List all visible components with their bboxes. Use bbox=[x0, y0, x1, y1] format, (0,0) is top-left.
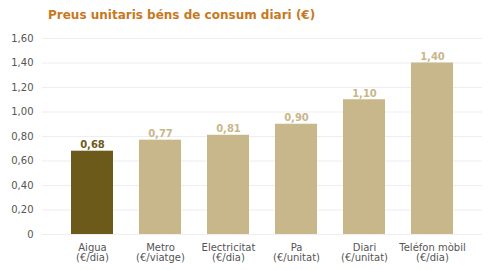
html-text:Preus unitaris béns de consum: Preus unitaris béns de consum diari (€) bbox=[48, 8, 316, 22]
svg-text:0,20: 0,20 bbox=[11, 204, 33, 215]
svg-text:0: 0 bbox=[27, 229, 33, 240]
svg-text:Metro(€/viatge): Metro(€/viatge) bbox=[136, 242, 185, 263]
svg-text:Diari(€/unitat): Diari(€/unitat) bbox=[341, 242, 388, 263]
svg-text:Aigua(€/dia): Aigua(€/dia) bbox=[76, 242, 109, 263]
svg-text:0,77: 0,77 bbox=[148, 128, 173, 139]
svg-text:0,90: 0,90 bbox=[284, 112, 309, 123]
svg-text:0,68: 0,68 bbox=[80, 139, 105, 150]
svg-text:Pa(€/unitat): Pa(€/unitat) bbox=[273, 242, 320, 263]
svg-text:1,00: 1,00 bbox=[11, 106, 33, 117]
svg-text:0,60: 0,60 bbox=[11, 155, 33, 166]
svg-text:Electricitat(€/dia): Electricitat(€/dia) bbox=[202, 242, 256, 263]
svg-text:Teléfon mòbil(€/dia): Teléfon mòbil(€/dia) bbox=[398, 242, 465, 263]
svg-text:0,81: 0,81 bbox=[216, 123, 241, 134]
svg-text:0,40: 0,40 bbox=[11, 180, 33, 191]
svg-text:1,40: 1,40 bbox=[420, 51, 445, 62]
svg-text:1,60: 1,60 bbox=[11, 33, 33, 44]
svg-text:1,10: 1,10 bbox=[352, 88, 377, 99]
svg-text:1,40: 1,40 bbox=[11, 57, 33, 68]
svg-text:1,20: 1,20 bbox=[11, 82, 33, 93]
svg-text:0,80: 0,80 bbox=[11, 131, 33, 142]
